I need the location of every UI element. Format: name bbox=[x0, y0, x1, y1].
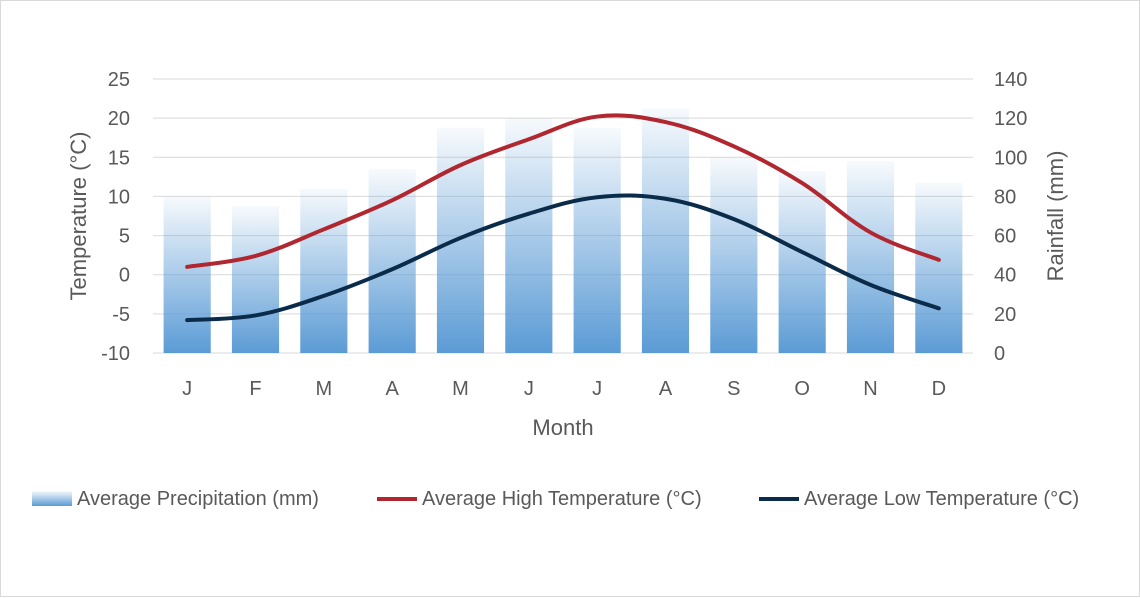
precipitation-bar bbox=[710, 157, 758, 353]
left-tick-label: 15 bbox=[108, 147, 130, 169]
precipitation-bar bbox=[231, 206, 280, 353]
x-tick-label: M bbox=[315, 378, 332, 400]
legend-label-high-temp: Average High Temperature (°C) bbox=[422, 488, 702, 510]
precipitation-bar bbox=[163, 196, 211, 353]
right-tick-label: 40 bbox=[994, 265, 1016, 287]
gridlines bbox=[153, 78, 973, 354]
precipitation-bar bbox=[915, 182, 963, 353]
right-tick-label: 100 bbox=[994, 147, 1027, 169]
x-tick-label: A bbox=[659, 378, 673, 400]
right-tick-label: 80 bbox=[994, 186, 1016, 208]
left-tick-label: 5 bbox=[119, 226, 130, 248]
left-axis-title: Temperature (°C) bbox=[66, 132, 91, 301]
right-tick-label: 0 bbox=[994, 343, 1005, 365]
right-tick-label: 120 bbox=[994, 108, 1027, 130]
right-axis-ticks: 0 20 40 60 80 100 120 140 bbox=[994, 69, 1027, 365]
high-temperature-line bbox=[185, 113, 941, 269]
precipitation-bar bbox=[641, 108, 690, 353]
left-tick-label: 20 bbox=[108, 108, 130, 130]
low-temperature-line bbox=[185, 193, 941, 323]
left-tick-label: 25 bbox=[108, 69, 130, 91]
legend-label-precipitation: Average Precipitation (mm) bbox=[77, 488, 319, 510]
left-tick-label: 10 bbox=[108, 186, 130, 208]
left-tick-label: -10 bbox=[101, 343, 130, 365]
precipitation-bars bbox=[163, 108, 963, 354]
legend: Average Precipitation (mm) Average High … bbox=[32, 488, 1079, 510]
x-tick-label: S bbox=[727, 378, 740, 400]
x-axis-title: Month bbox=[532, 415, 593, 440]
precipitation-bar bbox=[436, 127, 485, 353]
left-axis-ticks: -10 -5 0 5 10 15 20 25 bbox=[101, 69, 130, 365]
x-tick-label: J bbox=[182, 378, 192, 400]
x-tick-label: A bbox=[385, 378, 399, 400]
right-tick-label: 20 bbox=[994, 304, 1016, 326]
temperature-lines bbox=[185, 113, 941, 323]
legend-label-low-temp: Average Low Temperature (°C) bbox=[804, 488, 1079, 510]
precipitation-bar bbox=[846, 161, 895, 353]
x-tick-label: F bbox=[249, 378, 261, 400]
right-tick-label: 60 bbox=[994, 226, 1016, 248]
legend-swatch-precipitation bbox=[32, 491, 72, 506]
x-tick-label: J bbox=[524, 378, 534, 400]
x-tick-label: N bbox=[863, 378, 877, 400]
precipitation-bar bbox=[300, 188, 348, 353]
right-tick-label: 140 bbox=[994, 69, 1027, 91]
x-tick-label: O bbox=[794, 378, 810, 400]
precipitation-bar bbox=[573, 127, 621, 353]
precipitation-bar bbox=[505, 118, 553, 354]
x-tick-label: M bbox=[452, 378, 469, 400]
left-tick-label: -5 bbox=[112, 304, 130, 326]
right-axis-title: Rainfall (mm) bbox=[1043, 151, 1068, 282]
x-tick-label: J bbox=[592, 378, 602, 400]
x-tick-label: D bbox=[932, 378, 946, 400]
left-tick-label: 0 bbox=[119, 265, 130, 287]
